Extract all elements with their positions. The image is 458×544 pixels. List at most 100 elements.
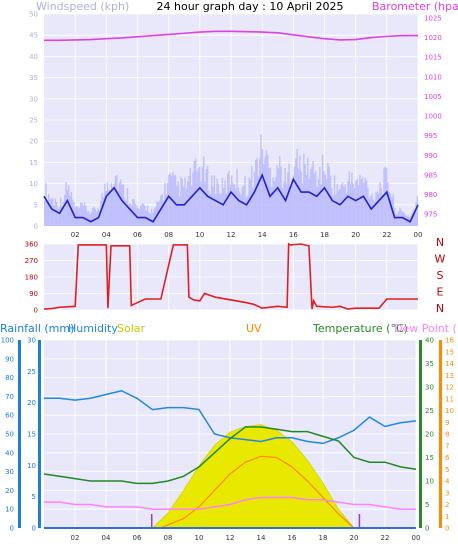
windspeed-axis-ticks: 0 5 10 15 20 25 30 35 40 45 50 [29, 11, 38, 231]
uv-tick-label: 13 [445, 372, 454, 380]
wind-gust-bar [98, 210, 101, 226]
climate-legend: Rainfall (mm)Humidity Solar UV Temperature … [0, 322, 458, 335]
compass-label: N [436, 302, 444, 315]
wind-gust-bar [319, 166, 321, 226]
wind-gust-bar [129, 203, 131, 226]
wind-gust-bar [275, 177, 277, 226]
wind-gust-bar [380, 188, 382, 226]
wind-gust-bar [357, 184, 360, 226]
wind-gust-bar [113, 183, 115, 226]
wind-gust-bar [305, 174, 308, 226]
wind-gust-bar [375, 192, 377, 226]
wind-gust-bar [61, 206, 63, 226]
wind-gust-bar [412, 209, 415, 226]
wind-gust-bar [77, 206, 79, 226]
wind-gust-bar [114, 176, 117, 226]
uv-tick-label: 0 [445, 525, 449, 533]
humidity-tick-label: 0 [10, 525, 14, 533]
wind-gust-bar [198, 166, 201, 226]
wind-gust-bar [348, 171, 350, 226]
wind-gust-bar [94, 209, 97, 226]
humidity-tick-label: 20 [5, 487, 14, 495]
climate-time-tick-label: 08 [164, 534, 173, 542]
wind-gust-bar [329, 175, 332, 226]
uv-tick-label: 16 [445, 337, 454, 345]
wind-gust-bar [192, 172, 194, 226]
wind-gust-bar [85, 206, 87, 226]
climate-time-tick-label: 20 [350, 534, 359, 542]
wind-gust-bar [311, 166, 313, 226]
climate-time-tick-label: 06 [133, 534, 142, 542]
sunrise-sunset-markers [150, 514, 361, 528]
wind-gust-bar [144, 205, 146, 226]
wind-gust-bar [184, 177, 186, 226]
wind-gust-bar [62, 201, 65, 226]
temperature-tick-label: 5 [425, 501, 429, 509]
wind-gust-bar [185, 188, 187, 226]
rain-tick-label: 0 [32, 525, 36, 533]
wind-gust-bar [118, 182, 121, 226]
wind-gust-bar [240, 194, 242, 226]
wind-gust-bar [89, 214, 91, 226]
wind-gust-bar [296, 148, 298, 226]
time-tick-label: 08 [164, 231, 173, 239]
wind-gust-bar [50, 199, 53, 226]
uv-tick-label: 5 [445, 466, 449, 474]
wind-gust-bar [244, 176, 246, 226]
wind-gust-bar [168, 174, 170, 226]
wind-gust-bar [232, 183, 234, 226]
wind-gust-bar [367, 188, 369, 226]
wind-gust-bar [117, 190, 119, 226]
wind-gust-bar [178, 196, 181, 226]
humidity-tick-label: 10 [5, 506, 14, 514]
wind-gust-bar [372, 199, 374, 226]
temperature-tick-label: 25 [425, 407, 434, 415]
temperature-tick-label: 30 [425, 384, 434, 392]
uv-axis-bar [439, 340, 442, 528]
wind-gust-bar [281, 188, 284, 226]
wind-gust-bar [391, 197, 393, 226]
wind-gust-bar [180, 176, 182, 226]
wind-gust-bar [82, 205, 85, 226]
wind-gust-bar [271, 187, 273, 226]
windspeed-tick-label: 5 [34, 201, 38, 209]
wind-gust-bar [320, 184, 322, 226]
wind-gust-bar [102, 197, 105, 226]
wind-gust-bar [264, 156, 266, 226]
wind-gust-bar [355, 180, 357, 226]
wind-gust-bar [243, 185, 245, 226]
wind-gust-bar [162, 200, 165, 226]
compass-label: E [437, 286, 444, 299]
wind-gust-bar [405, 216, 408, 226]
wind-gust-bar [368, 198, 370, 226]
wind-gust-bar [66, 189, 69, 226]
wind-gust-bar [208, 190, 210, 226]
wind-gust-bar [392, 194, 395, 226]
wind-gust-bar [109, 189, 111, 226]
wind-gust-bar [377, 193, 380, 226]
wind-gust-bar [363, 182, 365, 226]
wind-gust-bar [343, 186, 345, 226]
wind-gust-bar [181, 178, 183, 226]
wind-gust-bar [110, 183, 113, 226]
wind-gust-bar [152, 212, 154, 226]
wind-gust-bar [156, 201, 158, 226]
wind-gust-bar [112, 187, 114, 226]
time-tick-label: 06 [133, 231, 142, 239]
wind-gust-bar [273, 180, 276, 226]
wind-gust-bar [53, 205, 55, 226]
uv-line [160, 455, 355, 529]
wind-gust-bar [158, 200, 161, 226]
wind-gust-bar [325, 179, 328, 226]
wind-gust-bar [303, 153, 305, 226]
temperature-line [43, 426, 417, 485]
wind-gust-bar [229, 185, 232, 226]
wind-gust-bar [160, 195, 162, 226]
wind-gust-bar [401, 211, 404, 226]
wind-gust-bar [387, 182, 389, 226]
wind-gust-bar [173, 175, 175, 226]
wind-gust-bar [186, 181, 189, 226]
barometer-tick-label: 1010 [424, 73, 442, 81]
